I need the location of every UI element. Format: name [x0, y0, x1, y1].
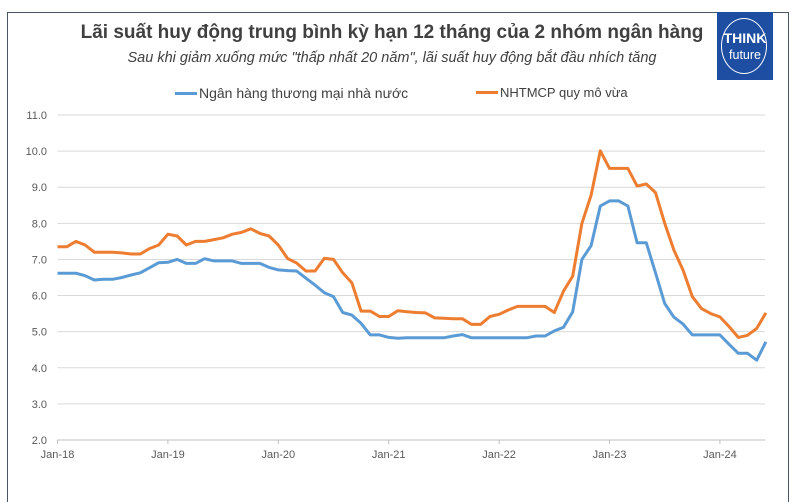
series-line-mid-size-banks [57, 149, 768, 339]
x-tick-label: Jan-19 [151, 449, 185, 461]
y-tick-label: 5.0 [32, 327, 47, 339]
legend-swatch [476, 91, 498, 94]
series-line-state-banks [57, 199, 768, 362]
x-tick-label: Jan-18 [41, 449, 75, 461]
y-tick-label: 8.0 [32, 218, 47, 230]
chart-title: Lãi suất huy động trung bình kỳ hạn 12 t… [80, 22, 704, 43]
y-tick-label: 11.0 [26, 110, 47, 122]
legend-item-state-banks: Ngân hàng thương mại nhà nước [175, 85, 408, 101]
x-tick-label: Jan-22 [482, 449, 516, 461]
chart-subtitle: Sau khi giảm xuống mức "thấp nhất 20 năm… [127, 50, 657, 66]
x-tick-label: Jan-20 [261, 449, 295, 461]
y-tick-label: 9.0 [32, 182, 47, 194]
legend-item-mid-size-banks: NHTMCP quy mô vừa [476, 85, 628, 100]
y-tick-label: 3.0 [32, 399, 47, 411]
y-tick-label: 4.0 [32, 363, 47, 375]
x-tick-label: Jan-23 [593, 449, 627, 461]
chart-frame [7, 12, 789, 502]
x-tick-label: Jan-24 [703, 449, 737, 461]
legend-swatch [175, 91, 197, 95]
y-tick-label: 7.0 [32, 254, 47, 266]
x-tick-label: Jan-21 [372, 449, 406, 461]
y-tick-label: 6.0 [32, 291, 47, 303]
think-future-logo: THINK future [717, 12, 773, 80]
legend: Ngân hàng thương mại nhà nước NHTMCP quy… [0, 85, 800, 105]
y-tick-label: 2.0 [32, 435, 47, 447]
y-tick-label: 10.0 [26, 146, 47, 158]
